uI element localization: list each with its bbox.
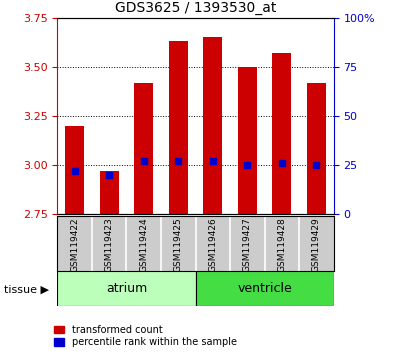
Text: GSM119428: GSM119428 <box>277 218 286 272</box>
Bar <box>238 67 257 214</box>
Bar <box>169 41 188 214</box>
Bar <box>307 82 326 214</box>
Bar <box>100 171 118 214</box>
Text: GSM119427: GSM119427 <box>243 218 252 272</box>
Text: GSM119429: GSM119429 <box>312 218 321 272</box>
Text: atrium: atrium <box>106 282 147 295</box>
Bar <box>203 37 222 214</box>
Legend: transformed count, percentile rank within the sample: transformed count, percentile rank withi… <box>52 323 239 349</box>
Bar <box>273 53 292 214</box>
Text: ventricle: ventricle <box>237 282 292 295</box>
Bar <box>134 82 153 214</box>
Bar <box>65 126 84 214</box>
Text: GSM119424: GSM119424 <box>139 218 148 272</box>
Bar <box>57 271 196 306</box>
Text: GSM119426: GSM119426 <box>208 218 217 272</box>
Text: GSM119425: GSM119425 <box>174 218 183 272</box>
Bar <box>196 271 334 306</box>
Text: GSM119423: GSM119423 <box>105 218 114 272</box>
Text: tissue ▶: tissue ▶ <box>4 284 49 294</box>
Text: GSM119422: GSM119422 <box>70 218 79 272</box>
Title: GDS3625 / 1393530_at: GDS3625 / 1393530_at <box>115 1 276 15</box>
